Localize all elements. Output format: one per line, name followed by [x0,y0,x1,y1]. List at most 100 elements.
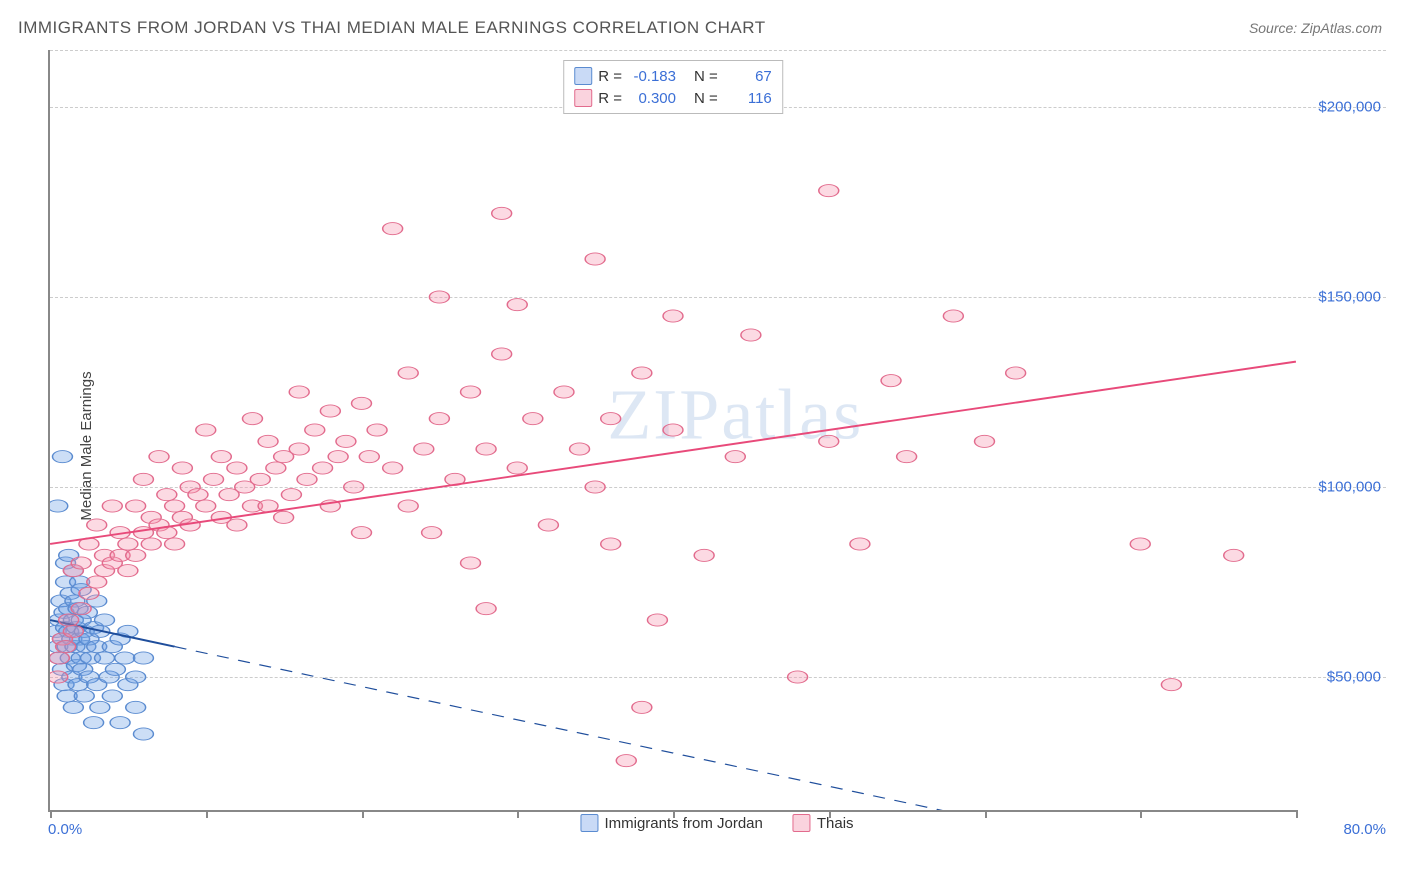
scatter-point [102,690,122,702]
scatter-point [352,527,372,539]
scatter-point [227,462,247,474]
scatter-point [141,538,161,550]
trend-line [50,362,1296,544]
scatter-point [897,451,917,463]
scatter-point [663,424,683,436]
scatter-point [647,614,667,626]
xtick [1140,810,1142,818]
scatter-point [102,500,122,512]
scatter-point [71,557,91,569]
scatter-point [133,652,153,664]
scatter-point [352,397,372,409]
scatter-point [118,538,138,550]
swatch-blue-icon [574,67,592,85]
scatter-point [663,310,683,322]
scatter-point [50,500,68,512]
scatter-point [133,728,153,740]
scatter-point [313,462,333,474]
scatter-point [570,443,590,455]
swatch-pink-icon [793,814,811,832]
scatter-point [975,435,995,447]
chart-container: Median Male Earnings ZIPatlas R = -0.183… [48,50,1386,842]
xtick [50,810,52,818]
n-value-thai: 116 [724,90,772,107]
scatter-point [196,424,216,436]
scatter-point [305,424,325,436]
scatter-point [328,451,348,463]
legend-label-jordan: Immigrants from Jordan [604,815,762,832]
scatter-point [585,253,605,265]
stat-row-thai: R = 0.300 N = 116 [574,87,772,109]
scatter-point [84,717,104,729]
scatter-point [274,511,294,523]
scatter-point [204,473,224,485]
scatter-point [1161,679,1181,691]
scatter-point [359,451,379,463]
scatter-point [538,519,558,531]
scatter-point [87,519,107,531]
x-max-label: 80.0% [1343,821,1386,838]
scatter-point [258,435,278,447]
scatter-point [320,405,340,417]
scatter-point [266,462,286,474]
r-value-thai: 0.300 [628,90,676,107]
legend-item-jordan: Immigrants from Jordan [580,814,762,832]
scatter-point [172,462,192,474]
correlation-stats-box: R = -0.183 N = 67 R = 0.300 N = 116 [563,60,783,114]
scatter-point [165,500,185,512]
ytick-label: $50,000 [1301,669,1381,686]
scatter-point [429,291,449,303]
scatter-point [126,549,146,561]
scatter-point [476,603,496,615]
scatter-point [71,603,91,615]
scatter-point [694,549,714,561]
xtick [517,810,519,818]
r-label: R = [598,90,622,107]
scatter-point [1006,367,1026,379]
scatter-point [398,500,418,512]
scatter-point [133,473,153,485]
plot-area: ZIPatlas R = -0.183 N = 67 R = 0.300 N =… [48,50,1296,812]
source-attribution: Source: ZipAtlas.com [1249,20,1382,36]
scatter-point [429,413,449,425]
scatter-point [819,435,839,447]
scatter-point [90,701,110,713]
scatter-point [50,652,69,664]
scatter-point [126,671,146,683]
scatter-point [523,413,543,425]
scatter-point [943,310,963,322]
scatter-point [105,663,125,675]
scatter-point [383,462,403,474]
scatter-point [289,386,309,398]
scatter-point [50,671,68,683]
scatter-svg [50,50,1296,810]
chart-title: IMMIGRANTS FROM JORDAN VS THAI MEDIAN MA… [18,18,766,38]
scatter-point [725,451,745,463]
scatter-point [422,527,442,539]
scatter-point [281,489,301,501]
scatter-point [788,671,808,683]
legend: Immigrants from Jordan Thais [580,814,853,832]
scatter-point [398,367,418,379]
scatter-point [632,701,652,713]
ytick-label: $200,000 [1301,99,1381,116]
xtick [206,810,208,818]
xtick [1296,810,1298,818]
scatter-point [110,717,130,729]
scatter-point [250,473,270,485]
scatter-point [461,557,481,569]
scatter-point [211,451,231,463]
scatter-point [507,462,527,474]
r-value-jordan: -0.183 [628,68,676,85]
scatter-point [461,386,481,398]
scatter-point [95,652,115,664]
scatter-point [601,538,621,550]
n-label: N = [694,90,718,107]
scatter-point [367,424,387,436]
scatter-point [1224,549,1244,561]
scatter-point [492,348,512,360]
xtick [362,810,364,818]
scatter-point [850,538,870,550]
scatter-point [188,489,208,501]
scatter-point [56,641,76,653]
